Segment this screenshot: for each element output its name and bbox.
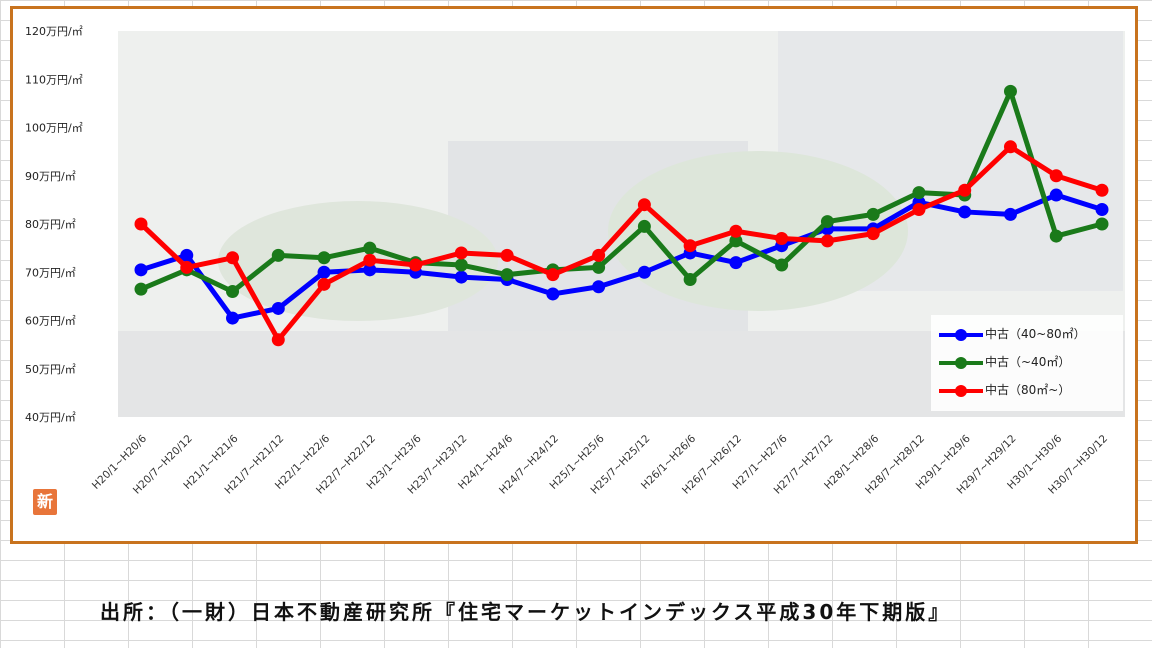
data-point [683, 239, 697, 253]
data-point [1095, 203, 1109, 217]
data-point [729, 234, 743, 248]
data-point [912, 186, 926, 200]
data-point [546, 287, 560, 301]
y-tick-label: 40万円/㎡ [25, 411, 76, 424]
data-point [775, 258, 789, 272]
y-tick-label: 80万円/㎡ [25, 218, 76, 231]
data-point [1095, 183, 1109, 197]
data-point [1095, 217, 1109, 231]
legend-label: 中古（80㎡~） [985, 383, 1071, 397]
background-photo-trees [218, 201, 498, 321]
data-point [958, 183, 972, 197]
data-point [134, 217, 148, 231]
series-line [139, 144, 1103, 343]
data-point [1003, 140, 1017, 154]
data-point [271, 248, 285, 262]
legend-label: 中古（~40㎡） [985, 355, 1071, 369]
legend-marker-red [955, 385, 967, 397]
series-line [140, 192, 1103, 321]
y-tick-label: 60万円/㎡ [25, 315, 76, 328]
data-point [271, 301, 285, 315]
legend-marker-blue [955, 329, 967, 341]
data-point [363, 241, 377, 255]
y-tick-label: 50万円/㎡ [25, 363, 76, 376]
y-tick-label: 120万円/㎡ [25, 25, 83, 38]
series-line [140, 88, 1103, 295]
data-point [592, 248, 606, 262]
data-point [1049, 229, 1063, 243]
data-point [546, 268, 560, 282]
data-point [317, 265, 331, 279]
data-point [866, 207, 880, 221]
data-point [500, 248, 514, 262]
data-point [683, 272, 697, 286]
data-point [454, 270, 468, 284]
data-point [866, 227, 880, 241]
data-point [134, 282, 148, 296]
data-point [363, 253, 377, 267]
data-point [820, 234, 834, 248]
data-point [180, 260, 194, 274]
data-point [637, 219, 651, 233]
data-point [363, 263, 377, 277]
y-tick-label: 90万円/㎡ [25, 170, 76, 183]
data-point [820, 215, 834, 229]
data-point [226, 285, 240, 299]
data-point [180, 248, 194, 262]
data-point [1003, 207, 1017, 221]
data-point [637, 265, 651, 279]
chart-frame: 40万円/㎡ 50万円/㎡ 60万円/㎡ 70万円/㎡ 80万円/㎡ 90万円/㎡ 100万… [10, 6, 1138, 544]
legend-item-under-40: 中古（~40㎡） [939, 351, 1119, 373]
data-point [729, 256, 743, 270]
data-point [592, 260, 606, 274]
legend-item-40-80: 中古（40~80㎡） [939, 323, 1119, 345]
data-point [454, 246, 468, 260]
data-point [134, 263, 148, 277]
legend-marker-green [955, 357, 967, 369]
data-point [226, 251, 240, 265]
data-point [317, 251, 331, 265]
line-chart: 40万円/㎡ 50万円/㎡ 60万円/㎡ 70万円/㎡ 80万円/㎡ 90万円/㎡ 100万… [25, 25, 1125, 497]
legend-item-over-80: 中古（80㎡~） [939, 379, 1119, 401]
data-point [637, 198, 651, 212]
data-point [454, 258, 468, 272]
data-point [958, 205, 972, 219]
data-point [317, 277, 331, 291]
data-point [775, 231, 789, 245]
data-point [409, 258, 423, 272]
chart-legend: 中古（40~80㎡） 中古（~40㎡） 中古（80㎡~） [931, 315, 1123, 411]
y-tick-label: 110万円/㎡ [25, 73, 83, 86]
new-badge-icon: 新 [33, 489, 57, 515]
data-point [1003, 84, 1017, 98]
data-point [1049, 169, 1063, 183]
data-point [729, 224, 743, 238]
source-note: 出所：（一財）日本不動産研究所『住宅マーケットインデックス平成30年下期版』 [100, 600, 952, 624]
data-point [500, 268, 514, 282]
data-point [1049, 188, 1063, 202]
data-point [226, 311, 240, 325]
data-point [271, 333, 285, 347]
legend-label: 中古（40~80㎡） [985, 327, 1086, 341]
y-tick-label: 70万円/㎡ [25, 266, 76, 279]
y-tick-label: 100万円/㎡ [25, 122, 83, 135]
data-point [592, 280, 606, 294]
data-point [912, 203, 926, 217]
